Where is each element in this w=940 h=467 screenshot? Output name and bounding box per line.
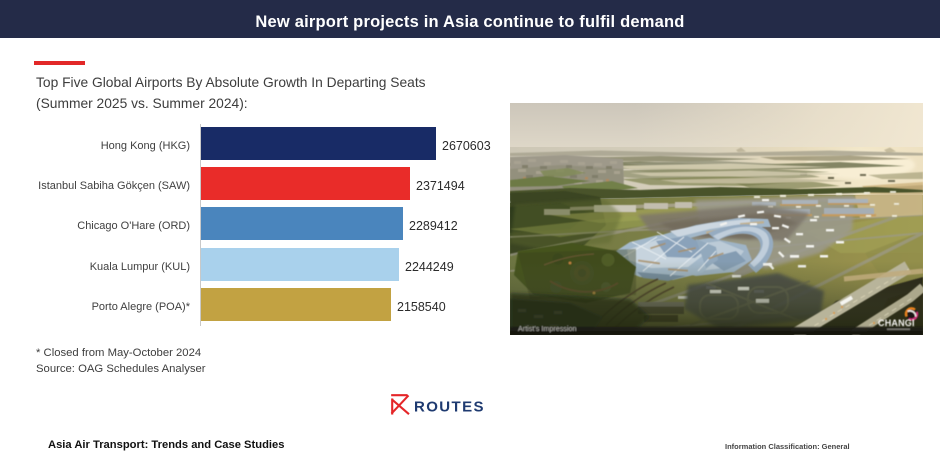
svg-text:ROUTES: ROUTES bbox=[414, 399, 485, 416]
svg-text:Artist's Impression: Artist's Impression bbox=[518, 324, 577, 333]
svg-text:CHANGI: CHANGI bbox=[878, 318, 915, 328]
